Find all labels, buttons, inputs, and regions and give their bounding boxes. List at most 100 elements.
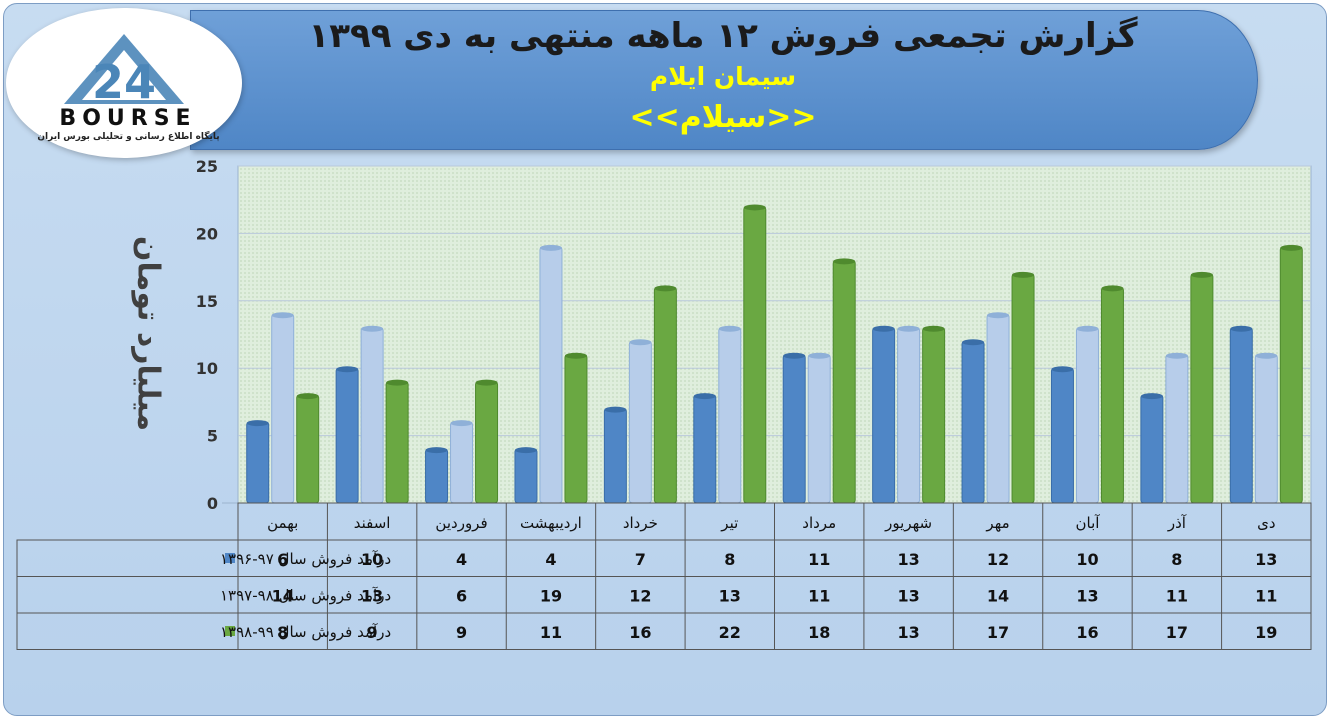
bar (564, 352, 588, 504)
bar-body (425, 448, 449, 504)
data-label: 10 (1076, 550, 1098, 569)
bar (897, 325, 921, 504)
bar-top (1190, 271, 1213, 278)
data-label: 13 (719, 587, 741, 606)
bar-body (1165, 354, 1189, 504)
bar-top (564, 352, 587, 359)
data-label: 11 (1255, 587, 1277, 606)
bar-top (808, 352, 831, 359)
logo-word: BOURSE (59, 106, 197, 131)
bar (807, 352, 831, 504)
bar-top (336, 366, 359, 373)
bar (335, 366, 359, 504)
data-label: 4 (545, 550, 556, 569)
bar-top (604, 406, 627, 413)
data-label: 11 (808, 550, 830, 569)
ticker-symbol: <<سیلام>> (629, 100, 817, 135)
bar-body (832, 259, 856, 504)
bar (539, 244, 563, 504)
bar-body (807, 354, 831, 504)
bar-body (1279, 246, 1303, 504)
bar-top (962, 339, 985, 346)
data-label: 16 (629, 623, 651, 642)
data-label: 9 (367, 623, 378, 642)
bar (1100, 285, 1124, 504)
x-tick-label: بهمن (267, 514, 298, 532)
data-label: 9 (456, 623, 467, 642)
data-label: 19 (540, 587, 562, 606)
bar (1075, 325, 1099, 504)
bar-body (335, 367, 359, 504)
bar-body (450, 421, 474, 504)
bar-body (653, 286, 677, 504)
data-label: 19 (1255, 623, 1277, 642)
bar-top (1076, 325, 1099, 332)
bar-body (1229, 327, 1253, 504)
y-tick-label: 0 (207, 494, 218, 513)
data-label: 10 (361, 550, 383, 569)
bar-body (539, 246, 563, 504)
data-label: 13 (897, 623, 919, 642)
data-label: 7 (635, 550, 646, 569)
data-label: 17 (1166, 623, 1188, 642)
bar-body (1190, 273, 1214, 504)
data-label: 12 (987, 550, 1009, 569)
bar-body (296, 394, 320, 504)
bar-top (475, 379, 498, 386)
bar (1279, 244, 1303, 504)
y-tick-label: 25 (196, 157, 218, 176)
data-label: 16 (1076, 623, 1098, 642)
bar (1229, 325, 1253, 504)
data-label: 4 (456, 550, 467, 569)
chart-title: گزارش تجمعی فروش ۱۲ ماهه منتهی به دی ۱۳۹… (308, 16, 1138, 56)
data-label: 6 (277, 550, 288, 569)
y-tick-label: 15 (196, 292, 218, 311)
data-label: 6 (456, 587, 467, 606)
bar-top (693, 393, 716, 400)
data-table (16, 539, 1312, 650)
data-label: 13 (361, 587, 383, 606)
data-label: 8 (1171, 550, 1182, 569)
y-tick-label: 5 (207, 427, 218, 446)
plot-area (237, 165, 1312, 504)
bar-top (897, 325, 920, 332)
legend-label: درآمد فروش سال ۹۸-۱۳۹۷ (220, 587, 391, 605)
bar-body (897, 327, 921, 504)
bar-body (1100, 286, 1124, 504)
bar (653, 285, 677, 504)
bar-top (987, 312, 1010, 319)
bar-top (246, 420, 269, 427)
logo-tagline: پایگاه اطلاع رسانی و تحلیلی بورس ایران (37, 132, 220, 142)
bar (1050, 366, 1074, 504)
data-label: 22 (719, 623, 741, 642)
bar-top (1140, 393, 1163, 400)
bar-top (922, 325, 945, 332)
data-label: 13 (897, 587, 919, 606)
x-tick-label: آذر (1167, 514, 1187, 532)
x-tick-label: شهریور (884, 514, 932, 532)
x-tick-label: مهر (985, 514, 1009, 532)
bar-top (833, 258, 856, 265)
bar-top (1101, 285, 1124, 292)
data-label: 18 (808, 623, 830, 642)
bar-body (718, 327, 742, 504)
data-label: 8 (724, 550, 735, 569)
x-tick-label: آبان (1075, 514, 1100, 532)
data-label: 8 (277, 623, 288, 642)
bar (718, 325, 742, 504)
x-tick-label: تیر (720, 514, 738, 532)
bar (425, 447, 449, 504)
bar-body (693, 394, 717, 504)
bar-body (628, 340, 652, 504)
bar (385, 379, 409, 504)
bar-body (1050, 367, 1074, 504)
bar-top (271, 312, 294, 319)
company-name: سیمان ایلام (649, 62, 797, 91)
header-banner (190, 10, 1258, 150)
data-label: 11 (1166, 587, 1188, 606)
bar-top (539, 244, 562, 251)
logo-numeral: 24 (92, 55, 156, 109)
bar (922, 325, 946, 504)
x-tick-label: خرداد (623, 514, 658, 532)
